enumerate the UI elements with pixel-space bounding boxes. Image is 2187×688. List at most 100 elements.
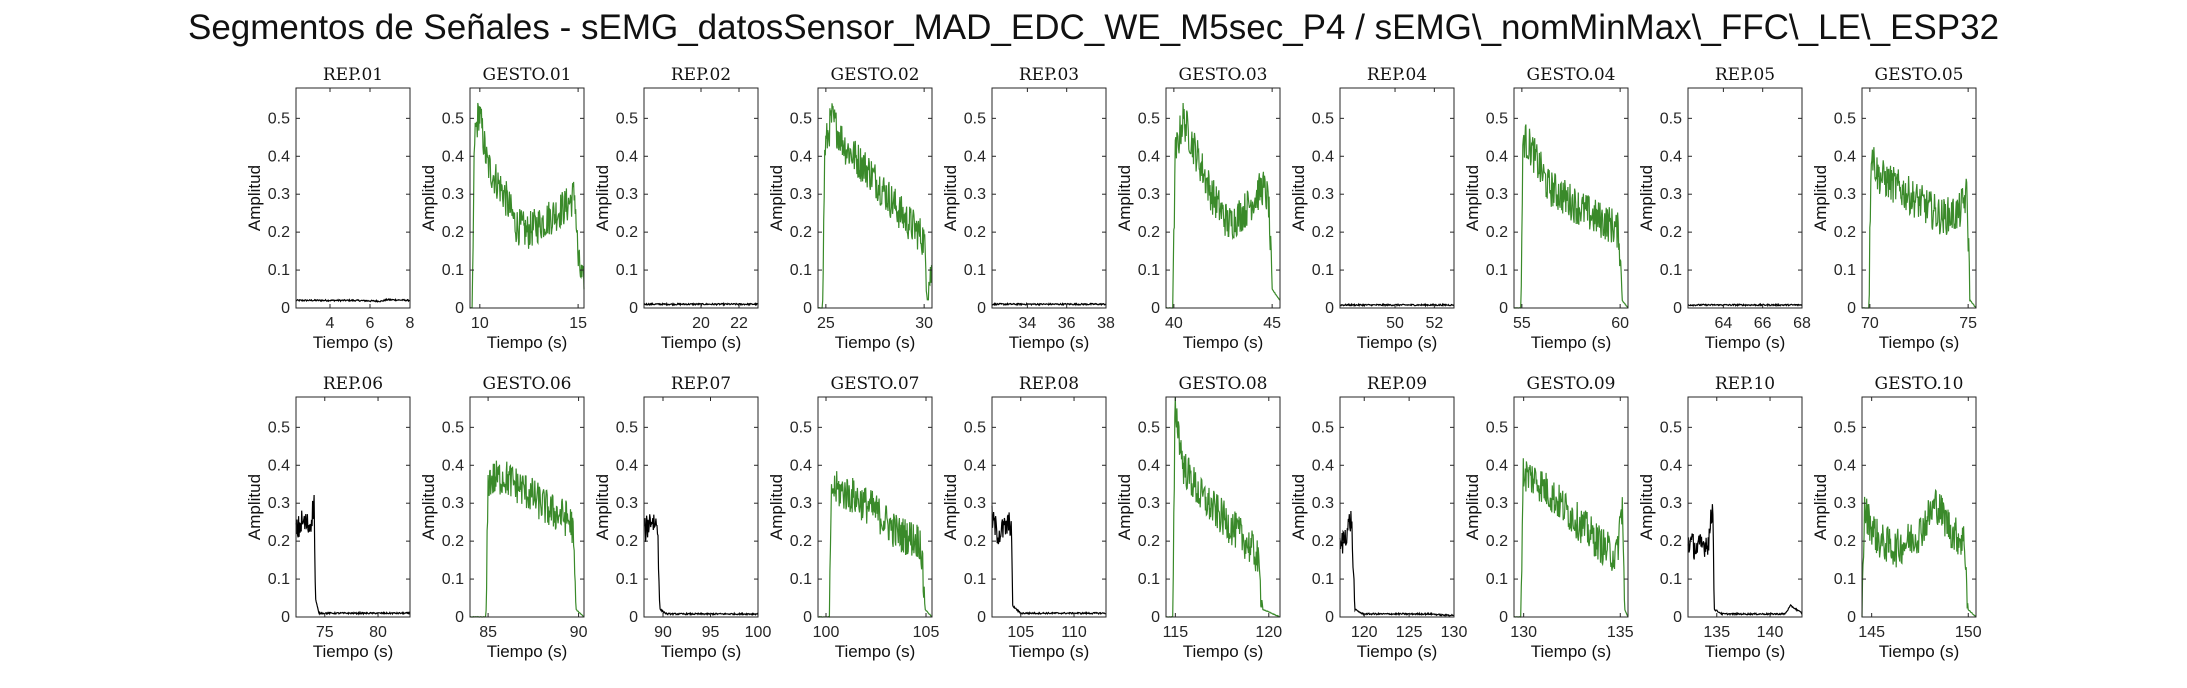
axes-box	[643, 396, 759, 618]
subplot-title: REP.03	[1019, 65, 1079, 85]
x-tick-label: 85	[479, 624, 497, 641]
x-tick-label: 145	[1858, 624, 1885, 641]
y-tick-label: 0.2	[1312, 224, 1334, 241]
y-tick-label: 0.5	[268, 110, 290, 127]
x-tick-label: 6	[366, 315, 375, 332]
y-tick-label: 0	[281, 609, 290, 626]
y-tick-label: 0.2	[1486, 533, 1508, 550]
y-tick-label: 0	[1847, 300, 1856, 317]
y-tick-label: 0	[1499, 609, 1508, 626]
y-tick-label: 0.4	[442, 148, 464, 165]
x-tick-label: 4	[326, 315, 335, 332]
x-axis-label: Tiempo (s)	[661, 333, 742, 352]
y-tick-label: 0.3	[442, 186, 464, 203]
y-tick-label: 0.2	[1312, 533, 1334, 550]
y-tick-label: 0	[803, 300, 812, 317]
axes-box	[817, 87, 933, 309]
axes-box	[1513, 87, 1629, 309]
y-tick-label: 0.1	[964, 262, 986, 279]
series-line	[295, 297, 411, 303]
y-tick-label: 0	[977, 300, 986, 317]
y-tick-label: 0.1	[790, 262, 812, 279]
y-tick-label: 0.3	[1660, 186, 1682, 203]
x-tick-label: 130	[1510, 624, 1537, 641]
y-tick-label: 0.2	[1138, 224, 1160, 241]
x-tick-label: 38	[1097, 315, 1115, 332]
y-tick-label: 0	[1499, 300, 1508, 317]
y-axis-label: Amplitud	[593, 474, 612, 540]
x-tick-label: 140	[1757, 624, 1784, 641]
y-tick-label: 0.2	[964, 533, 986, 550]
y-tick-label: 0	[977, 609, 986, 626]
x-tick-label: 75	[1959, 315, 1977, 332]
y-tick-label: 0.2	[790, 224, 812, 241]
x-axis-label: Tiempo (s)	[1705, 333, 1786, 352]
y-tick-label: 0.3	[964, 495, 986, 512]
series-line	[1513, 458, 1629, 618]
x-tick-label: 15	[569, 315, 587, 332]
subplot-rep-05: REP.05 0 0.1 0.2 0.3 0.4 0.5 64 66 68 Tiempo (s) Am…	[1637, 65, 1811, 352]
x-tick-label: 36	[1058, 315, 1076, 332]
x-axis-label: Tiempo (s)	[487, 642, 568, 661]
x-tick-label: 110	[1061, 624, 1087, 641]
y-tick-label: 0.1	[268, 262, 290, 279]
y-tick-label: 0.4	[1486, 148, 1508, 165]
y-tick-label: 0.4	[1312, 148, 1334, 165]
y-tick-label: 0.2	[616, 224, 638, 241]
y-axis-label: Amplitud	[1637, 165, 1656, 231]
y-tick-label: 0.2	[1660, 224, 1682, 241]
x-tick-label: 50	[1386, 315, 1404, 332]
subplot-title: REP.05	[1715, 65, 1775, 85]
x-tick-label: 10	[471, 315, 489, 332]
y-axis-label: Amplitud	[593, 165, 612, 231]
y-tick-label: 0.2	[268, 533, 290, 550]
x-tick-label: 125	[1396, 624, 1423, 641]
y-tick-label: 0.5	[1138, 419, 1160, 436]
subplot-rep-03: REP.03 0 0.1 0.2 0.3 0.4 0.5 34 36 38 Tiempo (s) Am…	[941, 65, 1115, 352]
y-tick-label: 0	[629, 609, 638, 626]
y-tick-label: 0.3	[442, 495, 464, 512]
axes-box	[1165, 87, 1281, 309]
axes-box	[1861, 87, 1977, 309]
y-axis-label: Amplitud	[1115, 474, 1134, 540]
y-axis-label: Amplitud	[419, 474, 438, 540]
y-tick-label: 0.2	[1486, 224, 1508, 241]
y-tick-label: 0.5	[1486, 419, 1508, 436]
y-tick-label: 0.1	[1660, 262, 1682, 279]
x-tick-label: 150	[1955, 624, 1982, 641]
y-tick-label: 0.1	[1486, 262, 1508, 279]
y-tick-label: 0.2	[616, 533, 638, 550]
series-line	[469, 102, 585, 309]
x-axis-label: Tiempo (s)	[835, 333, 916, 352]
y-tick-label: 0.1	[1834, 571, 1856, 588]
x-axis-label: Tiempo (s)	[661, 642, 742, 661]
y-tick-label: 0.5	[1660, 419, 1682, 436]
y-tick-label: 0.5	[964, 419, 986, 436]
subplot-title: GESTO.07	[831, 374, 920, 394]
y-tick-label: 0.2	[790, 533, 812, 550]
y-tick-label: 0.1	[1312, 571, 1334, 588]
x-tick-label: 25	[817, 315, 835, 332]
x-axis-label: Tiempo (s)	[1879, 333, 1960, 352]
subplot-title: REP.08	[1019, 374, 1079, 394]
y-tick-label: 0.4	[1660, 148, 1682, 165]
x-tick-label: 100	[813, 624, 840, 641]
figure-title: Segmentos de Señales - sEMG_datosSensor_…	[187, 8, 2000, 47]
x-tick-label: 120	[1351, 624, 1378, 641]
y-tick-label: 0.1	[1138, 262, 1160, 279]
x-tick-label: 66	[1754, 315, 1772, 332]
y-tick-label: 0.5	[1486, 110, 1508, 127]
y-axis-label: Amplitud	[1115, 165, 1134, 231]
x-tick-label: 64	[1714, 315, 1732, 332]
x-axis-label: Tiempo (s)	[1183, 642, 1264, 661]
series-line	[1165, 396, 1281, 618]
series-line	[1165, 102, 1281, 309]
y-tick-label: 0.1	[1138, 571, 1160, 588]
x-axis-label: Tiempo (s)	[1009, 642, 1090, 661]
y-tick-label: 0.2	[442, 533, 464, 550]
